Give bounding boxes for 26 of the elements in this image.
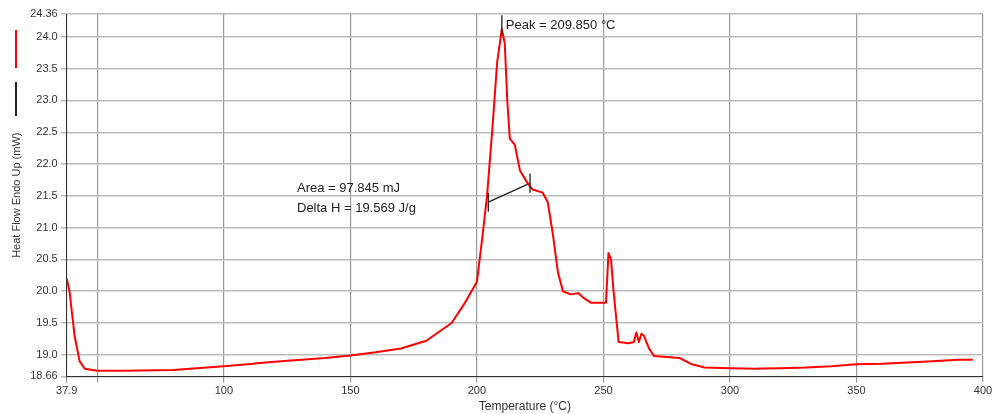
y-axis-title: Heat Flow Endo Up (mW) [9,132,22,258]
y-tick-label: 24.0 [36,29,58,42]
y-tick-label: 21.0 [36,220,58,233]
y-tick-label: 20.0 [36,284,58,297]
x-axis-title: Temperature (°C) [478,399,571,414]
y-tick-label: 22.5 [36,125,58,138]
y-tick-label: 18.66 [30,369,58,382]
y-tick-label: 19.0 [36,347,58,360]
x-tick-label: 100 [214,384,234,397]
x-tick-label: 150 [341,384,360,397]
annotation: Delta H = 19.569 J/g [297,199,416,215]
annotation: Area = 97.845 mJ [297,179,400,195]
x-tick-label: 37.9 [56,384,78,397]
y-tick-label: 20.5 [36,252,58,265]
y-tick-label: 22.0 [36,157,58,170]
x-tick-label: 350 [847,384,866,397]
y-tick-label: 23.5 [36,61,58,74]
y-tick-label: 21.5 [36,188,58,201]
annotation: Peak = 209.850 °C [505,16,616,32]
y-tick-label: 24.36 [30,7,58,20]
x-tick-label: 400 [973,384,993,397]
y-tick-label: 19.5 [36,316,58,329]
x-tick-label: 200 [467,384,487,397]
y-tick-label: 23.0 [36,93,58,106]
x-tick-label: 300 [720,384,740,397]
x-tick-label: 250 [594,384,613,397]
